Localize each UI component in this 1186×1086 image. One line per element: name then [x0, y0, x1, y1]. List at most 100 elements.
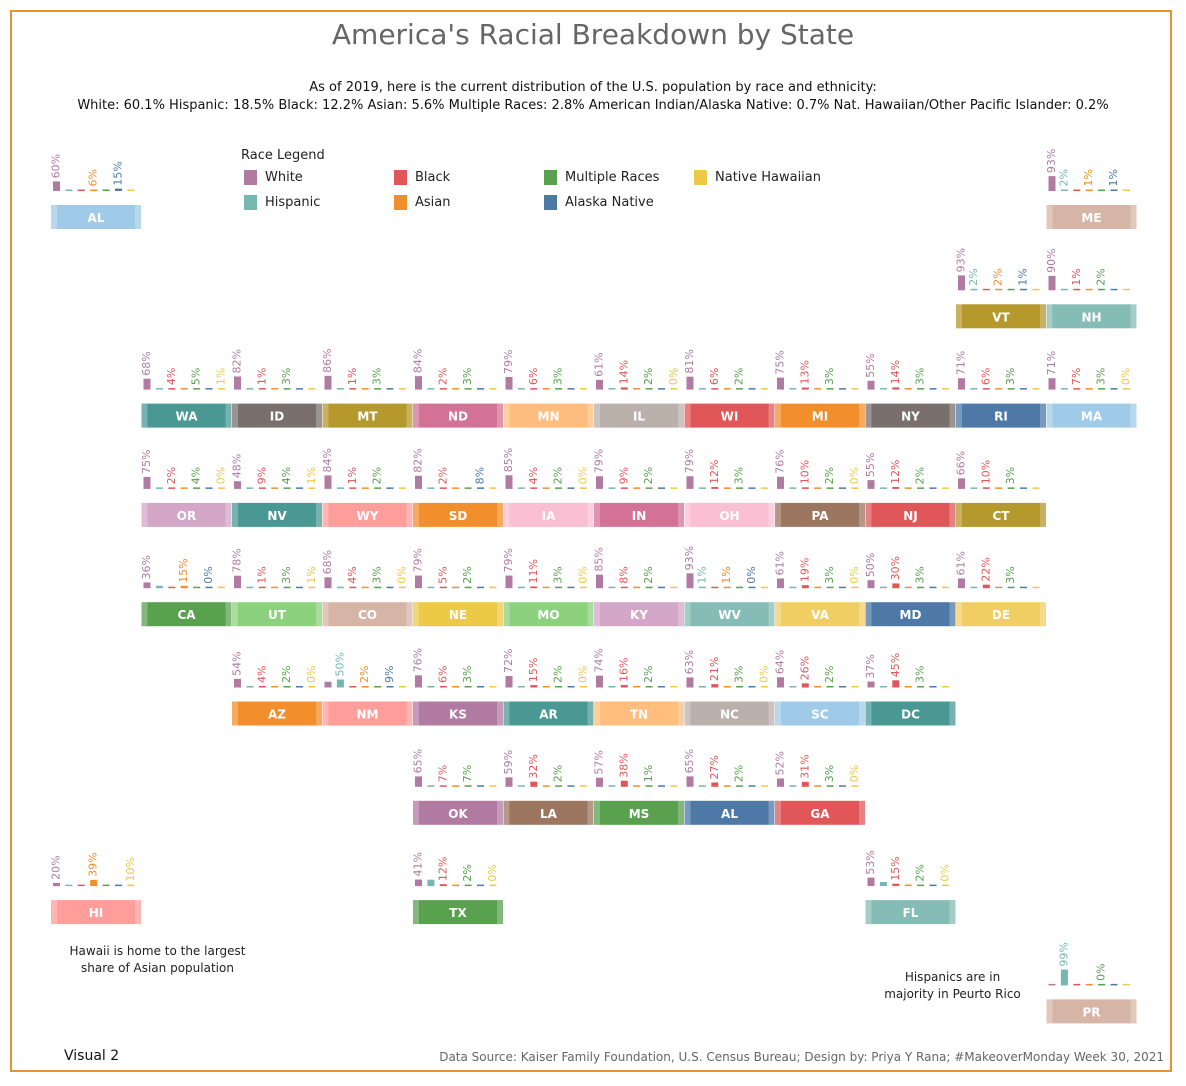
state-tile [413, 701, 503, 726]
state-abbr: ND [448, 410, 468, 424]
tile-edge [1040, 403, 1046, 428]
bar-hispanic [1060, 189, 1068, 191]
tile-edge [956, 502, 962, 527]
bar-asian [271, 388, 279, 390]
bar-alaska-native [929, 586, 937, 589]
tile-edge [503, 502, 510, 527]
bar-multiple-races [464, 487, 472, 489]
tile-edge [768, 800, 775, 825]
bar-hispanic [427, 785, 435, 787]
state-tile [141, 403, 232, 428]
tile-edge [322, 403, 329, 428]
bar-value-label: 45% [889, 653, 902, 677]
bar-value-label: 38% [617, 753, 630, 777]
state-abbr: SC [811, 708, 829, 722]
state-abbr: DC [901, 708, 920, 722]
bar-multiple-races [464, 884, 472, 887]
bar-value-label: 2% [1057, 169, 1070, 186]
bar-multiple-races [1098, 983, 1106, 986]
bar-value-label: 68% [140, 351, 153, 375]
bar-multiple-races [374, 586, 382, 589]
bar-value-label: 0% [667, 368, 680, 385]
state-abbr: KY [630, 608, 648, 622]
bar-hispanic [427, 686, 435, 688]
tile-edge [141, 502, 148, 527]
state-ky: KY 85% 8% 2% [593, 547, 684, 627]
bar-value-label: 61% [955, 551, 968, 575]
bar-white [324, 475, 332, 489]
bar-black [711, 486, 719, 489]
data-source: Data Source: Kaiser Family Foundation, U… [439, 1050, 1164, 1064]
bar-value-label: 1% [255, 566, 268, 583]
bar-white [234, 481, 241, 489]
bar-native-hawaiian [851, 388, 859, 390]
bar-value-label: 3% [461, 666, 474, 683]
bar-value-label: 75% [774, 350, 787, 374]
bar-asian [180, 585, 188, 589]
bar-black [349, 586, 357, 589]
legend-item-native-hawaiian: Native Hawaiian [694, 170, 821, 185]
tile-edge [859, 800, 865, 825]
state-tile [503, 403, 594, 428]
bar-black [982, 487, 990, 489]
state-ut: UT 78% 1% 3% 1% [231, 548, 322, 627]
tile-edge [587, 800, 594, 825]
state-tile [865, 502, 956, 527]
bar-native-hawaiian [579, 686, 587, 688]
bar-native-hawaiian [760, 586, 768, 589]
bar-multiple-races [374, 487, 382, 489]
bar-asian [633, 388, 641, 390]
bar-alaska-native [386, 388, 394, 390]
legend-item-white: White [244, 170, 303, 185]
bar-native-hawaiian [941, 686, 949, 688]
state-abbr: TX [449, 906, 467, 920]
bar-value-label: 2% [436, 368, 449, 385]
bar-multiple-races [736, 785, 744, 787]
bar-value-label: 68% [321, 550, 334, 574]
bar-white [958, 478, 965, 489]
bar-value-label: 10% [798, 460, 811, 484]
tile-edge [678, 602, 684, 627]
tile-edge [775, 502, 781, 527]
bar-hispanic [879, 586, 887, 589]
bar-white [415, 575, 422, 589]
bar-hispanic [517, 686, 525, 688]
tile-edge [1040, 304, 1046, 329]
tile-edge [587, 701, 594, 726]
bar-white [686, 677, 694, 688]
state-tile [503, 502, 594, 527]
state-al: AL 60% 6% 15% [50, 154, 141, 229]
bar-value-label: 3% [823, 566, 836, 583]
bar-value-label: 1% [346, 368, 359, 385]
tile-edge [859, 403, 865, 428]
bar-value-label: 1% [1107, 169, 1120, 186]
bar-value-label: 13% [798, 360, 811, 384]
bar-value-label: 50% [333, 652, 346, 676]
state-abbr: OH [719, 509, 739, 523]
state-abbr: NH [1081, 310, 1101, 324]
bar-white [53, 882, 60, 887]
state-abbr: KS [449, 708, 467, 722]
bar-alaska-native [839, 388, 846, 390]
bar-asian [723, 487, 731, 489]
state-tile [322, 403, 413, 428]
legend-item-asian: Asian [394, 195, 450, 210]
bar-black [892, 486, 900, 489]
bar-native-hawaiian [851, 785, 859, 787]
bar-value-label: 3% [1004, 566, 1017, 583]
state-ar: AR 72% 15% 2% 0% [502, 649, 594, 726]
bar-hispanic [427, 487, 435, 489]
bar-black [258, 487, 266, 489]
bar-value-label: 71% [955, 351, 968, 375]
legend-item-hispanic: Hispanic [244, 195, 320, 210]
state-tile [684, 403, 775, 428]
state-abbr: AL [721, 807, 738, 821]
bar-hispanic [155, 585, 163, 589]
bar-hispanic [789, 388, 797, 390]
bar-native-hawaiian [1032, 487, 1040, 489]
bar-native-hawaiian [851, 686, 859, 688]
bar-native-hawaiian [1032, 586, 1040, 589]
bar-alaska-native [748, 487, 756, 489]
bar-white [686, 376, 694, 390]
bar-value-label: 0% [576, 666, 589, 683]
